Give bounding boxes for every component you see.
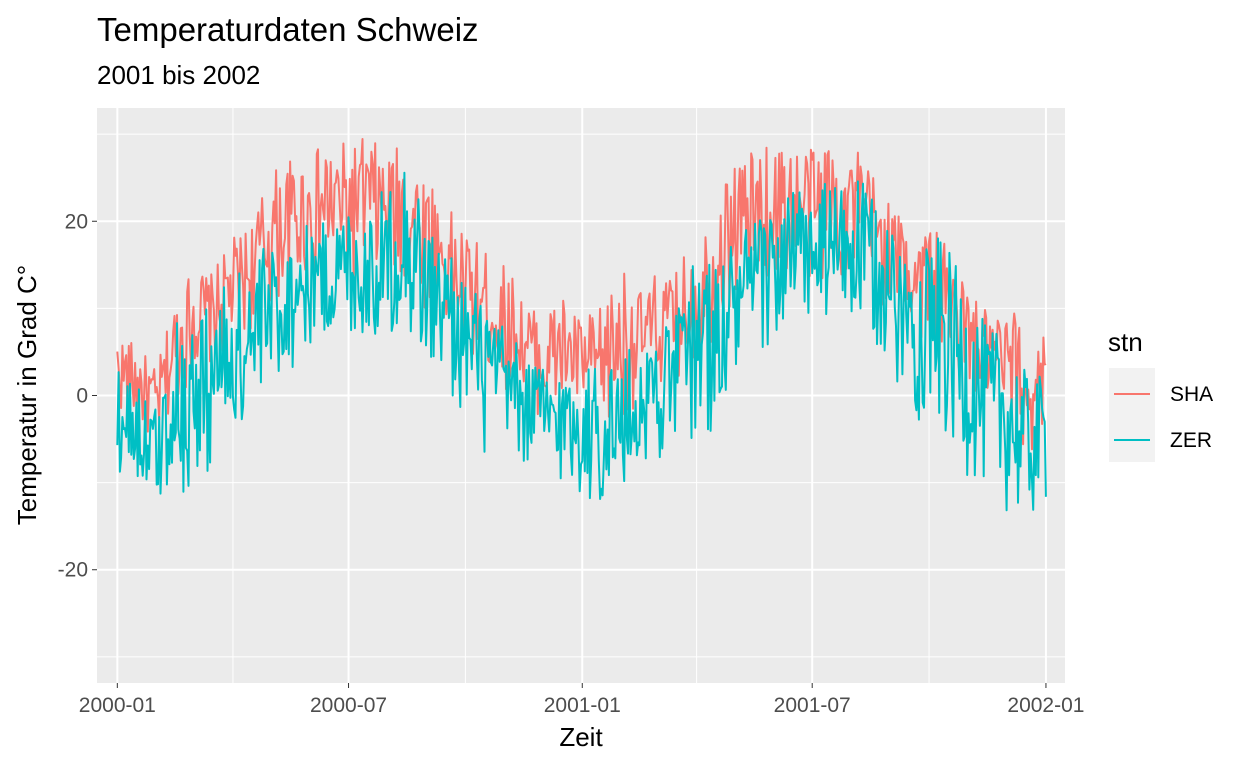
x-tick-label: 2000-01 <box>79 694 156 717</box>
legend-key-background <box>1109 368 1155 462</box>
legend-label-zer: ZER <box>1170 429 1212 452</box>
series-layer <box>116 138 1047 512</box>
y-axis-ticks: -20 0 20 <box>58 210 97 582</box>
x-axis-title: Zeit <box>559 722 603 752</box>
x-tick-label: 2001-01 <box>544 694 621 717</box>
series-line-zer <box>116 171 1047 512</box>
y-tick-label: 20 <box>65 210 88 233</box>
y-axis-title: Temperatur in Grad C° <box>12 265 42 525</box>
legend-title: stn <box>1108 327 1143 357</box>
y-tick-label: -20 <box>58 559 88 582</box>
x-axis-ticks: 2000-01 2000-07 2001-01 2001-07 2002-01 <box>79 683 1084 717</box>
chart-subtitle: 2001 bis 2002 <box>97 60 260 90</box>
legend-label-sha: SHA <box>1170 383 1213 406</box>
chart-title: Temperaturdaten Schweiz <box>97 11 479 48</box>
x-tick-label: 2001-07 <box>774 694 851 717</box>
legend: stn SHA ZER <box>1108 327 1213 462</box>
x-tick-label: 2000-07 <box>310 694 387 717</box>
x-tick-label: 2002-01 <box>1007 694 1084 717</box>
y-tick-label: 0 <box>76 385 88 408</box>
